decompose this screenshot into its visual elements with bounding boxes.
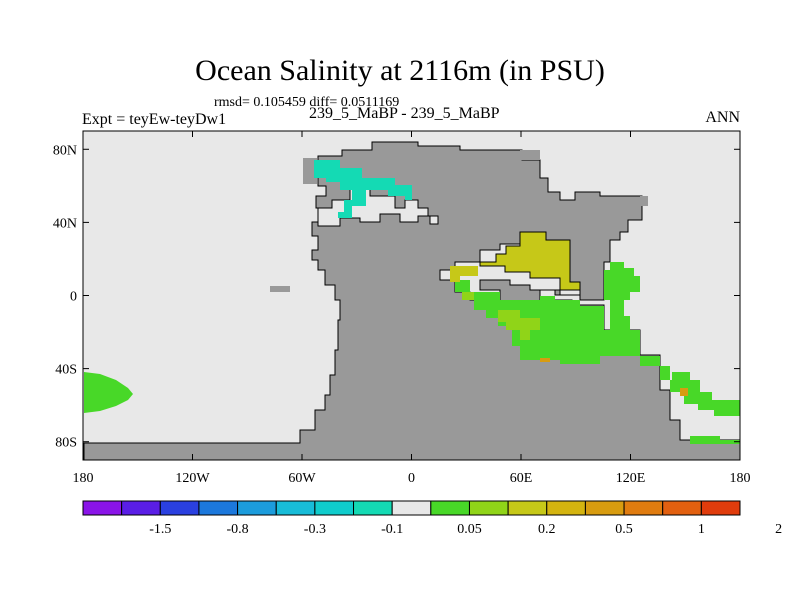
plot-title: Ocean Salinity at 2116m (in PSU): [195, 54, 605, 87]
colorbar-swatch: [546, 500, 586, 516]
y-tick-label: 40N: [53, 216, 77, 231]
colorbar-swatch: [700, 500, 741, 516]
x-tick-label: 180: [730, 471, 751, 486]
colorbar-swatch: [198, 500, 239, 516]
x-tick-label: 120W: [175, 471, 210, 486]
x-axis: 180 120W 60W 0 60E 120E 180: [73, 131, 751, 486]
colorbar-swatch: [623, 500, 664, 516]
colorbar-label: -0.3: [304, 522, 326, 537]
colorbar-swatch: [353, 500, 393, 516]
colorbar-swatch: [237, 500, 277, 516]
x-tick-label: 0: [408, 471, 415, 486]
colorbar-swatch: [507, 500, 548, 516]
colorbar-swatch: [82, 500, 123, 516]
anomaly-cyan: [314, 160, 412, 218]
anomaly-green: [84, 372, 133, 413]
anomaly-orange: [680, 388, 688, 396]
anomaly-green: [604, 262, 640, 330]
case-label: 239_5_MaBP - 239_5_MaBP: [309, 105, 500, 122]
colorbar-swatch: [275, 500, 316, 516]
land-island: [270, 286, 290, 292]
anomaly-yellowgreen: [498, 310, 540, 340]
colorbar-label: 0.2: [538, 522, 556, 537]
colorbar-swatch: [314, 500, 355, 516]
x-tick-label: 60E: [510, 471, 533, 486]
colorbar-swatch: [430, 500, 470, 516]
anomaly-green: [455, 280, 740, 416]
colorbar-swatch: [468, 500, 509, 516]
anomaly-orange: [540, 358, 550, 362]
anomaly-yellowgreen: [462, 292, 474, 300]
anomaly-gold: [450, 266, 478, 282]
y-tick-label: 0: [70, 290, 77, 305]
colorbar-label: -0.1: [381, 522, 403, 537]
land-island: [520, 150, 540, 160]
anomaly-gold: [479, 231, 581, 291]
colorbar-label: 1: [698, 522, 705, 537]
colorbar-swatch: [159, 500, 200, 516]
y-tick-label: 80N: [53, 143, 77, 158]
colorbar-label: -1.5: [149, 522, 171, 537]
colorbar-label: 0.5: [615, 522, 633, 537]
x-tick-label: 60W: [288, 471, 316, 486]
period-label: ANN: [705, 109, 740, 126]
colorbar-label: -0.8: [227, 522, 249, 537]
x-tick-label: 180: [73, 471, 94, 486]
colorbar-swatch: [662, 500, 702, 516]
colorbar-swatch: [584, 500, 625, 516]
colorbar-swatch: [121, 500, 161, 516]
x-tick-label: 120E: [616, 471, 646, 486]
y-tick-label: 80S: [55, 436, 77, 451]
stats-text: rmsd= 0.105459 diff= 0.0511169: [214, 95, 400, 110]
anomaly-green: [690, 436, 740, 444]
land-island: [640, 196, 648, 206]
colorbar-label: 2: [775, 522, 782, 537]
y-tick-label: 40S: [55, 363, 77, 378]
colorbar: -1.5 -0.8 -0.3 -0.1 0.05 0.2 0.5 1 2: [82, 500, 782, 537]
experiment-label: Expt = teyEw-teyDw1: [82, 111, 227, 128]
y-axis: 80N 40N 0 40S 80S: [53, 143, 740, 451]
land-island: [303, 158, 317, 184]
map-panel: [82, 130, 741, 461]
colorbar-swatch: [391, 500, 432, 516]
colorbar-label: 0.05: [457, 522, 482, 537]
